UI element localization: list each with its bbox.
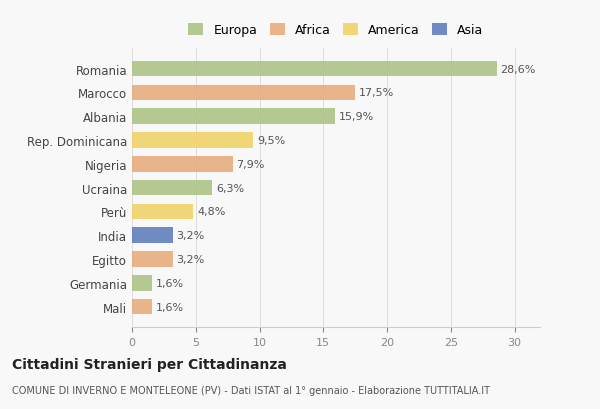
Text: 17,5%: 17,5% [359, 88, 394, 98]
Text: 1,6%: 1,6% [156, 278, 184, 288]
Legend: Europa, Africa, America, Asia: Europa, Africa, America, Asia [184, 19, 488, 42]
Text: 1,6%: 1,6% [156, 302, 184, 312]
Text: 4,8%: 4,8% [197, 207, 226, 217]
Bar [132, 204, 193, 220]
Text: 9,5%: 9,5% [257, 136, 285, 146]
Text: COMUNE DI INVERNO E MONTELEONE (PV) - Dati ISTAT al 1° gennaio - Elaborazione TU: COMUNE DI INVERNO E MONTELEONE (PV) - Da… [12, 384, 490, 395]
Text: 3,2%: 3,2% [176, 254, 205, 264]
Text: 3,2%: 3,2% [176, 231, 205, 240]
Bar [132, 85, 355, 101]
Text: Cittadini Stranieri per Cittadinanza: Cittadini Stranieri per Cittadinanza [12, 357, 287, 371]
Text: 6,3%: 6,3% [216, 183, 244, 193]
Text: 7,9%: 7,9% [236, 160, 265, 169]
Bar [132, 180, 212, 196]
Text: 28,6%: 28,6% [500, 65, 536, 74]
Bar [132, 252, 173, 267]
Text: 15,9%: 15,9% [338, 112, 374, 122]
Bar [132, 228, 173, 243]
Bar [132, 275, 152, 291]
Bar [132, 62, 497, 77]
Bar [132, 133, 253, 148]
Bar [132, 299, 152, 315]
Bar [132, 157, 233, 172]
Bar [132, 109, 335, 125]
